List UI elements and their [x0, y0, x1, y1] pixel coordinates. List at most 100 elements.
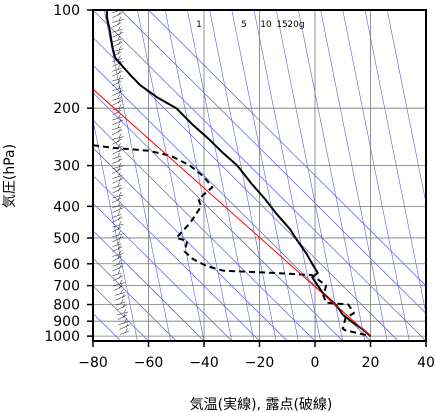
wind-barb [114, 292, 125, 296]
wind-barb-flag [118, 55, 121, 60]
wind-barb [112, 243, 122, 247]
wind-barb-flag [118, 264, 122, 270]
wind-barb-flag [118, 113, 121, 119]
wind-barb [112, 175, 123, 179]
mixing-ratio-label: 10 [260, 20, 272, 30]
y-tick-label: 400 [53, 199, 80, 215]
wind-barb [112, 100, 123, 106]
y-tick-label: 800 [53, 298, 80, 314]
y-tick-label: 1000 [44, 329, 80, 345]
wind-barb [112, 90, 124, 96]
wind-barb-flag [119, 279, 123, 284]
wind-barb-flag [118, 245, 121, 250]
wind-barb-flag [118, 230, 121, 236]
wind-barb [115, 295, 127, 301]
wind-barb-flag [118, 89, 122, 94]
wind-barb [112, 41, 123, 48]
wind-barb-flag [118, 157, 121, 162]
wind-barb-flag [121, 299, 124, 304]
wind-barb [112, 226, 122, 233]
wind-barb [112, 256, 122, 262]
wind-barb [112, 168, 122, 174]
x-axis-title: 気温(実線), 露点(破線) [190, 397, 333, 412]
wind-barb [112, 272, 122, 277]
wind-barb-flag [125, 323, 129, 328]
wind-barb [112, 217, 123, 223]
wind-barb [114, 285, 124, 291]
wind-barb-flag [118, 191, 122, 197]
wind-barb-flag [118, 274, 122, 279]
profile-series [93, 10, 372, 338]
wind-barb-flag [117, 182, 120, 187]
wind-barb-flag [118, 104, 122, 109]
mixing-ratio-labels: 1 5 10 15 20g [196, 20, 304, 30]
wind-barb-flag [117, 94, 120, 99]
wind-barb-flag [124, 318, 127, 323]
wind-barb [112, 214, 122, 218]
wind-barb-flag [117, 225, 120, 231]
reference-line [93, 88, 371, 337]
x-axis-ticks: −80 −60 −40 −20 0 20 40 [78, 341, 435, 371]
dewpoint-line [93, 144, 371, 338]
wind-barb [112, 184, 122, 189]
wind-barb-flag [118, 147, 122, 153]
wind-barb [112, 119, 124, 126]
wind-barb [112, 165, 124, 169]
wind-barb-flag [117, 50, 120, 55]
wind-barb [112, 22, 122, 28]
wind-barb-flag [118, 260, 121, 265]
wind-barb [112, 109, 122, 116]
mixing-ratio-label: 5 [241, 20, 247, 30]
wind-barb-flag [117, 152, 120, 158]
wind-barb-flag [118, 162, 122, 167]
y-tick-label: 300 [53, 159, 80, 175]
mixing-ratio-line [386, 10, 426, 205]
mixing-ratio-label: 20g [287, 20, 304, 30]
wind-barb-flag [117, 109, 120, 114]
wind-barb [112, 107, 124, 111]
wind-barb-flag [118, 143, 121, 148]
wind-barb-flag [118, 172, 121, 177]
wind-barb [112, 253, 124, 257]
wind-barb [119, 324, 131, 330]
wind-barb [112, 194, 124, 199]
wind-barb [112, 178, 124, 184]
wind-barb [112, 187, 123, 194]
wind-barb [113, 282, 125, 286]
wind-barb-flag [117, 35, 120, 41]
wind-barb-flag [118, 216, 121, 221]
y-tick-label: 500 [53, 231, 80, 247]
wind-barb-flag [118, 99, 121, 104]
mixing-ratio-label: 15 [276, 20, 287, 30]
wind-barb [117, 311, 129, 316]
wind-barb-flag [118, 177, 122, 182]
wind-barb-flag [117, 138, 120, 143]
x-tick-label: −40 [189, 355, 219, 371]
wind-barb [112, 68, 122, 72]
wind-barb [112, 38, 122, 43]
wind-barb [112, 265, 124, 272]
wind-barb [112, 148, 124, 155]
wind-barb-flag [117, 211, 120, 216]
wind-barb-flag [118, 16, 122, 21]
y-tick-label: 600 [53, 257, 80, 273]
wind-barb-flag [118, 201, 121, 206]
wind-barb [117, 314, 128, 320]
grid-lines [93, 10, 426, 341]
wind-barb [112, 116, 123, 121]
wind-barb [112, 207, 124, 213]
x-tick-label: 0 [311, 355, 320, 371]
x-tick-label: −80 [78, 355, 108, 371]
wind-barb [112, 275, 124, 282]
wind-barb [118, 321, 129, 325]
x-tick-label: 20 [362, 355, 380, 371]
wind-barb [112, 129, 123, 135]
wind-barb [112, 77, 124, 82]
y-tick-label: 900 [53, 314, 80, 330]
wind-barb-flag [118, 118, 122, 123]
wind-barb [112, 29, 123, 33]
wind-barb-flag [117, 255, 120, 260]
wind-barb-flag [118, 70, 121, 75]
wind-barb-flag [118, 74, 122, 80]
